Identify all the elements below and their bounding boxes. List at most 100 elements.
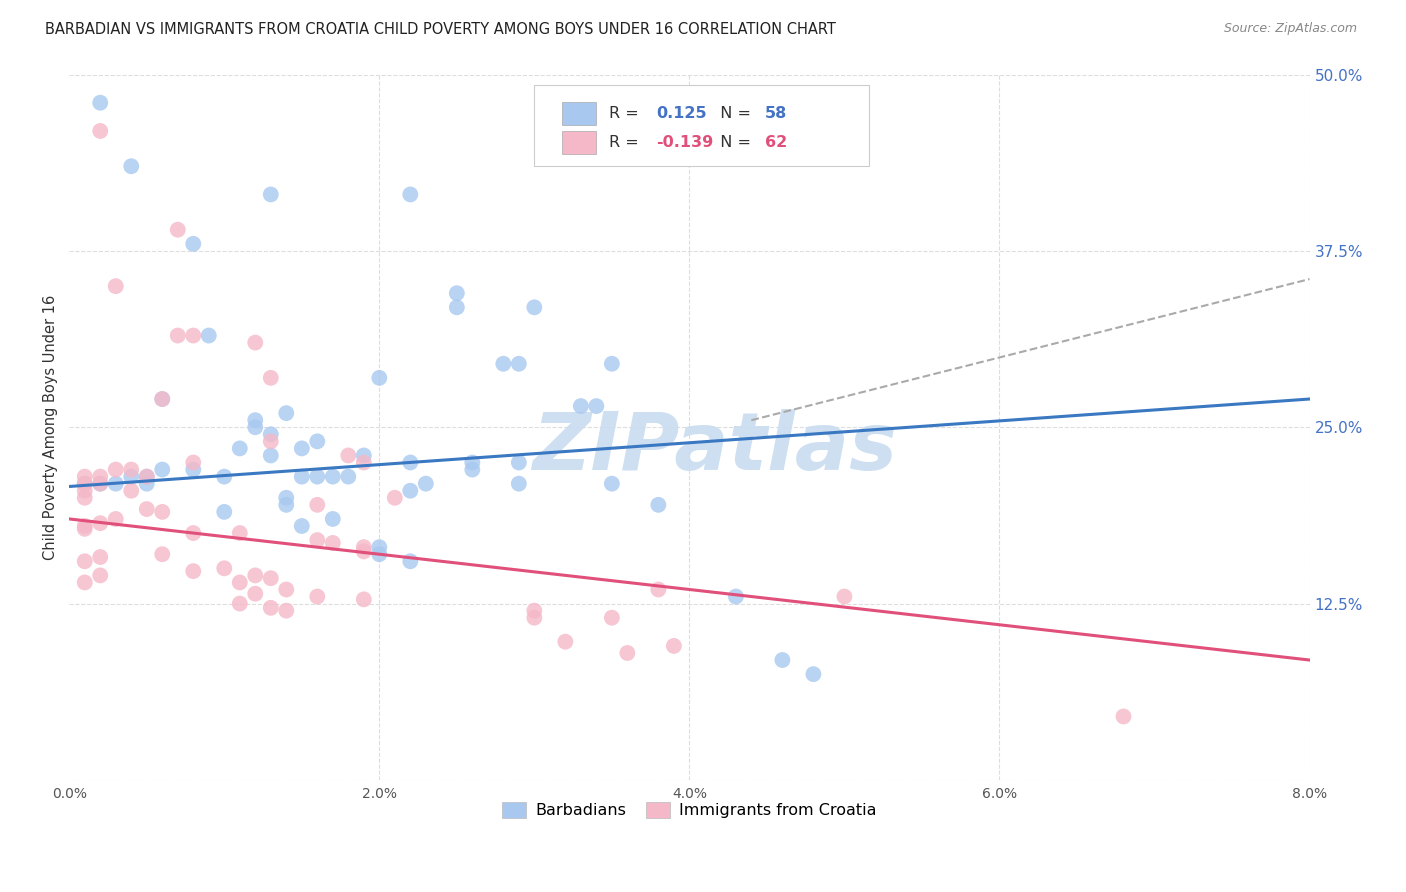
FancyBboxPatch shape bbox=[561, 103, 596, 125]
Point bbox=[166, 223, 188, 237]
Point bbox=[446, 286, 468, 301]
Point bbox=[399, 187, 422, 202]
Point bbox=[337, 469, 360, 483]
Point bbox=[307, 590, 329, 604]
Point bbox=[399, 483, 422, 498]
Point bbox=[276, 604, 298, 618]
Point bbox=[89, 95, 111, 110]
Point bbox=[73, 522, 96, 536]
Text: 58: 58 bbox=[765, 106, 787, 121]
Point bbox=[307, 498, 329, 512]
Point bbox=[245, 413, 267, 427]
Point bbox=[73, 483, 96, 498]
Point bbox=[229, 597, 252, 611]
Point bbox=[523, 604, 546, 618]
Text: 0.125: 0.125 bbox=[655, 106, 706, 121]
Point bbox=[120, 159, 142, 173]
Point bbox=[260, 449, 283, 463]
Point bbox=[322, 469, 344, 483]
Point bbox=[616, 646, 638, 660]
Point bbox=[120, 462, 142, 476]
Point bbox=[135, 469, 157, 483]
Text: BARBADIAN VS IMMIGRANTS FROM CROATIA CHILD POVERTY AMONG BOYS UNDER 16 CORRELATI: BARBADIAN VS IMMIGRANTS FROM CROATIA CHI… bbox=[45, 22, 835, 37]
Point bbox=[834, 590, 856, 604]
Point bbox=[229, 526, 252, 541]
Point bbox=[384, 491, 406, 505]
Point bbox=[322, 512, 344, 526]
Point bbox=[245, 335, 267, 350]
Point bbox=[600, 357, 623, 371]
Point bbox=[181, 564, 204, 578]
Point bbox=[197, 328, 219, 343]
Point bbox=[150, 505, 173, 519]
Point bbox=[89, 549, 111, 564]
Point bbox=[150, 392, 173, 406]
Point bbox=[461, 462, 484, 476]
Y-axis label: Child Poverty Among Boys Under 16: Child Poverty Among Boys Under 16 bbox=[44, 294, 58, 560]
Point bbox=[89, 568, 111, 582]
Point bbox=[415, 476, 437, 491]
Point bbox=[600, 610, 623, 624]
Point bbox=[260, 371, 283, 385]
Point bbox=[89, 124, 111, 138]
Point bbox=[150, 547, 173, 561]
Point bbox=[523, 301, 546, 315]
Point bbox=[104, 279, 127, 293]
Point bbox=[276, 582, 298, 597]
Point bbox=[181, 526, 204, 541]
Point bbox=[353, 592, 375, 607]
Point bbox=[322, 536, 344, 550]
FancyBboxPatch shape bbox=[561, 131, 596, 153]
Point bbox=[73, 469, 96, 483]
Point bbox=[73, 519, 96, 533]
Point bbox=[368, 547, 391, 561]
Point bbox=[446, 301, 468, 315]
Point bbox=[508, 476, 530, 491]
Point bbox=[214, 561, 236, 575]
Point bbox=[291, 469, 314, 483]
Point bbox=[600, 476, 623, 491]
Point bbox=[461, 456, 484, 470]
Text: Source: ZipAtlas.com: Source: ZipAtlas.com bbox=[1223, 22, 1357, 36]
Text: R =: R = bbox=[609, 106, 644, 121]
Point bbox=[260, 187, 283, 202]
Point bbox=[89, 476, 111, 491]
Point bbox=[276, 498, 298, 512]
Point bbox=[399, 456, 422, 470]
Point bbox=[214, 469, 236, 483]
Point bbox=[368, 540, 391, 554]
Point bbox=[120, 483, 142, 498]
Point bbox=[508, 456, 530, 470]
Point bbox=[229, 442, 252, 456]
Point bbox=[89, 516, 111, 531]
Point bbox=[353, 544, 375, 558]
Text: 62: 62 bbox=[765, 135, 787, 150]
Point bbox=[291, 442, 314, 456]
Point bbox=[150, 392, 173, 406]
Point bbox=[1112, 709, 1135, 723]
Point bbox=[353, 456, 375, 470]
Point bbox=[662, 639, 685, 653]
Point bbox=[276, 406, 298, 420]
Point bbox=[104, 476, 127, 491]
Point bbox=[135, 502, 157, 516]
Point bbox=[353, 449, 375, 463]
Point bbox=[260, 600, 283, 615]
Point bbox=[569, 399, 592, 413]
Point bbox=[214, 505, 236, 519]
FancyBboxPatch shape bbox=[534, 85, 869, 166]
Point bbox=[73, 476, 96, 491]
Point bbox=[492, 357, 515, 371]
Text: N =: N = bbox=[710, 135, 756, 150]
Text: ZIPatlas: ZIPatlas bbox=[531, 409, 897, 487]
Point bbox=[585, 399, 607, 413]
Text: R =: R = bbox=[609, 135, 644, 150]
Point bbox=[135, 469, 157, 483]
Point bbox=[166, 328, 188, 343]
Point bbox=[135, 476, 157, 491]
Legend: Barbadians, Immigrants from Croatia: Barbadians, Immigrants from Croatia bbox=[496, 796, 883, 825]
Point bbox=[245, 587, 267, 601]
Point bbox=[89, 476, 111, 491]
Point bbox=[245, 420, 267, 434]
Point bbox=[337, 449, 360, 463]
